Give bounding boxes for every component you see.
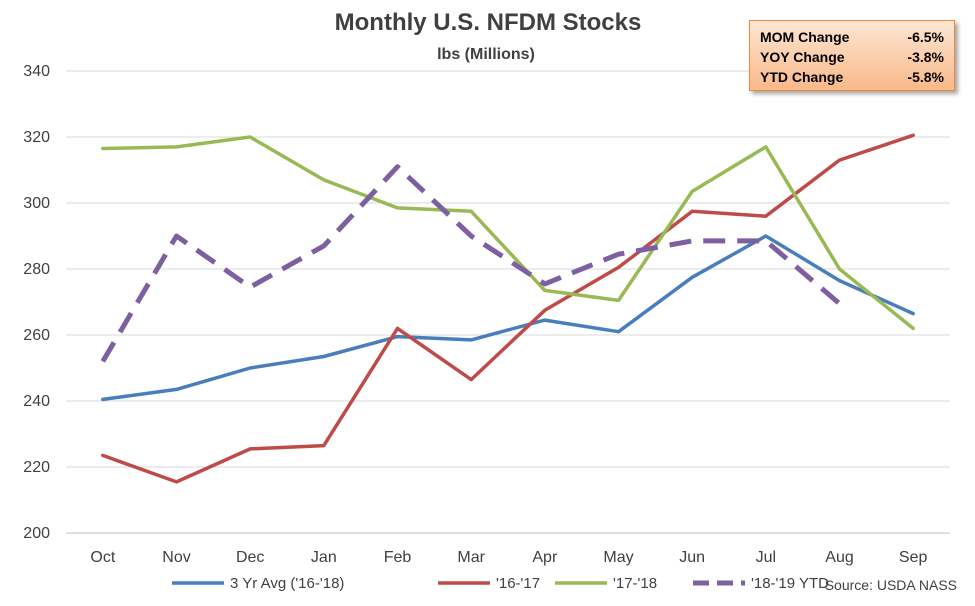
legend: 3 Yr Avg ('16-'18) '16-'17 '17-'18 '18-'19 … (172, 575, 829, 592)
stat-row-yoy: YOY Change -3.8% (760, 47, 944, 67)
legend-label: '16-'17 (496, 575, 540, 592)
stat-value: -6.5% (907, 29, 944, 45)
y-tick-label: 300 (23, 195, 50, 212)
y-tick-label: 320 (23, 129, 50, 146)
y-tick-label: 200 (23, 525, 50, 542)
series-line-0 (101, 234, 915, 402)
series-line-2 (101, 135, 915, 331)
chart-subtitle: lbs (Millions) (437, 46, 535, 63)
series-line-3 (100, 164, 842, 363)
stat-label: YTD Change (760, 69, 844, 85)
x-tick-label: Apr (532, 549, 558, 566)
x-tick-label: Jun (679, 549, 705, 566)
legend-label: '17-'18 (613, 575, 657, 592)
series-lines (100, 133, 915, 484)
chart-title: Monthly U.S. NFDM Stocks (335, 9, 642, 36)
stat-value: -5.8% (907, 69, 944, 85)
x-tick-label: May (603, 549, 633, 566)
x-tick-label: Feb (384, 549, 412, 566)
legend-label: 3 Yr Avg ('16-'18) (230, 575, 344, 592)
stats-box: MOM Change -6.5% YOY Change -3.8% YTD Ch… (749, 20, 955, 91)
y-tick-label: 340 (23, 63, 50, 80)
stat-label: MOM Change (760, 29, 850, 45)
y-tick-label: 240 (23, 393, 50, 410)
x-axis-ticks: Oct Nov Dec Jan Feb Mar Apr May Jun Jul Aug Sep (90, 549, 927, 566)
x-tick-label: Dec (236, 549, 264, 566)
stat-label: YOY Change (760, 49, 845, 65)
series-line-1 (101, 133, 915, 484)
y-axis-ticks: 200 220 240 260 280 300 320 340 (23, 63, 50, 542)
x-tick-label: Mar (457, 549, 485, 566)
stat-row-mom: MOM Change -6.5% (760, 27, 944, 47)
stat-value: -3.8% (907, 49, 944, 65)
y-tick-label: 260 (23, 327, 50, 344)
y-tick-label: 220 (23, 459, 50, 476)
y-tick-label: 280 (23, 261, 50, 278)
stat-row-ytd: YTD Change -5.8% (760, 67, 944, 87)
x-tick-label: Oct (90, 549, 115, 566)
x-tick-label: Nov (162, 549, 190, 566)
x-tick-label: Jan (311, 549, 337, 566)
source-note: Source: USDA NASS (825, 577, 957, 593)
legend-label: '18-'19 YTD (751, 575, 829, 592)
x-tick-label: Jul (756, 549, 776, 566)
gridlines (66, 70, 950, 534)
x-tick-label: Aug (825, 549, 853, 566)
x-tick-label: Sep (899, 549, 928, 566)
